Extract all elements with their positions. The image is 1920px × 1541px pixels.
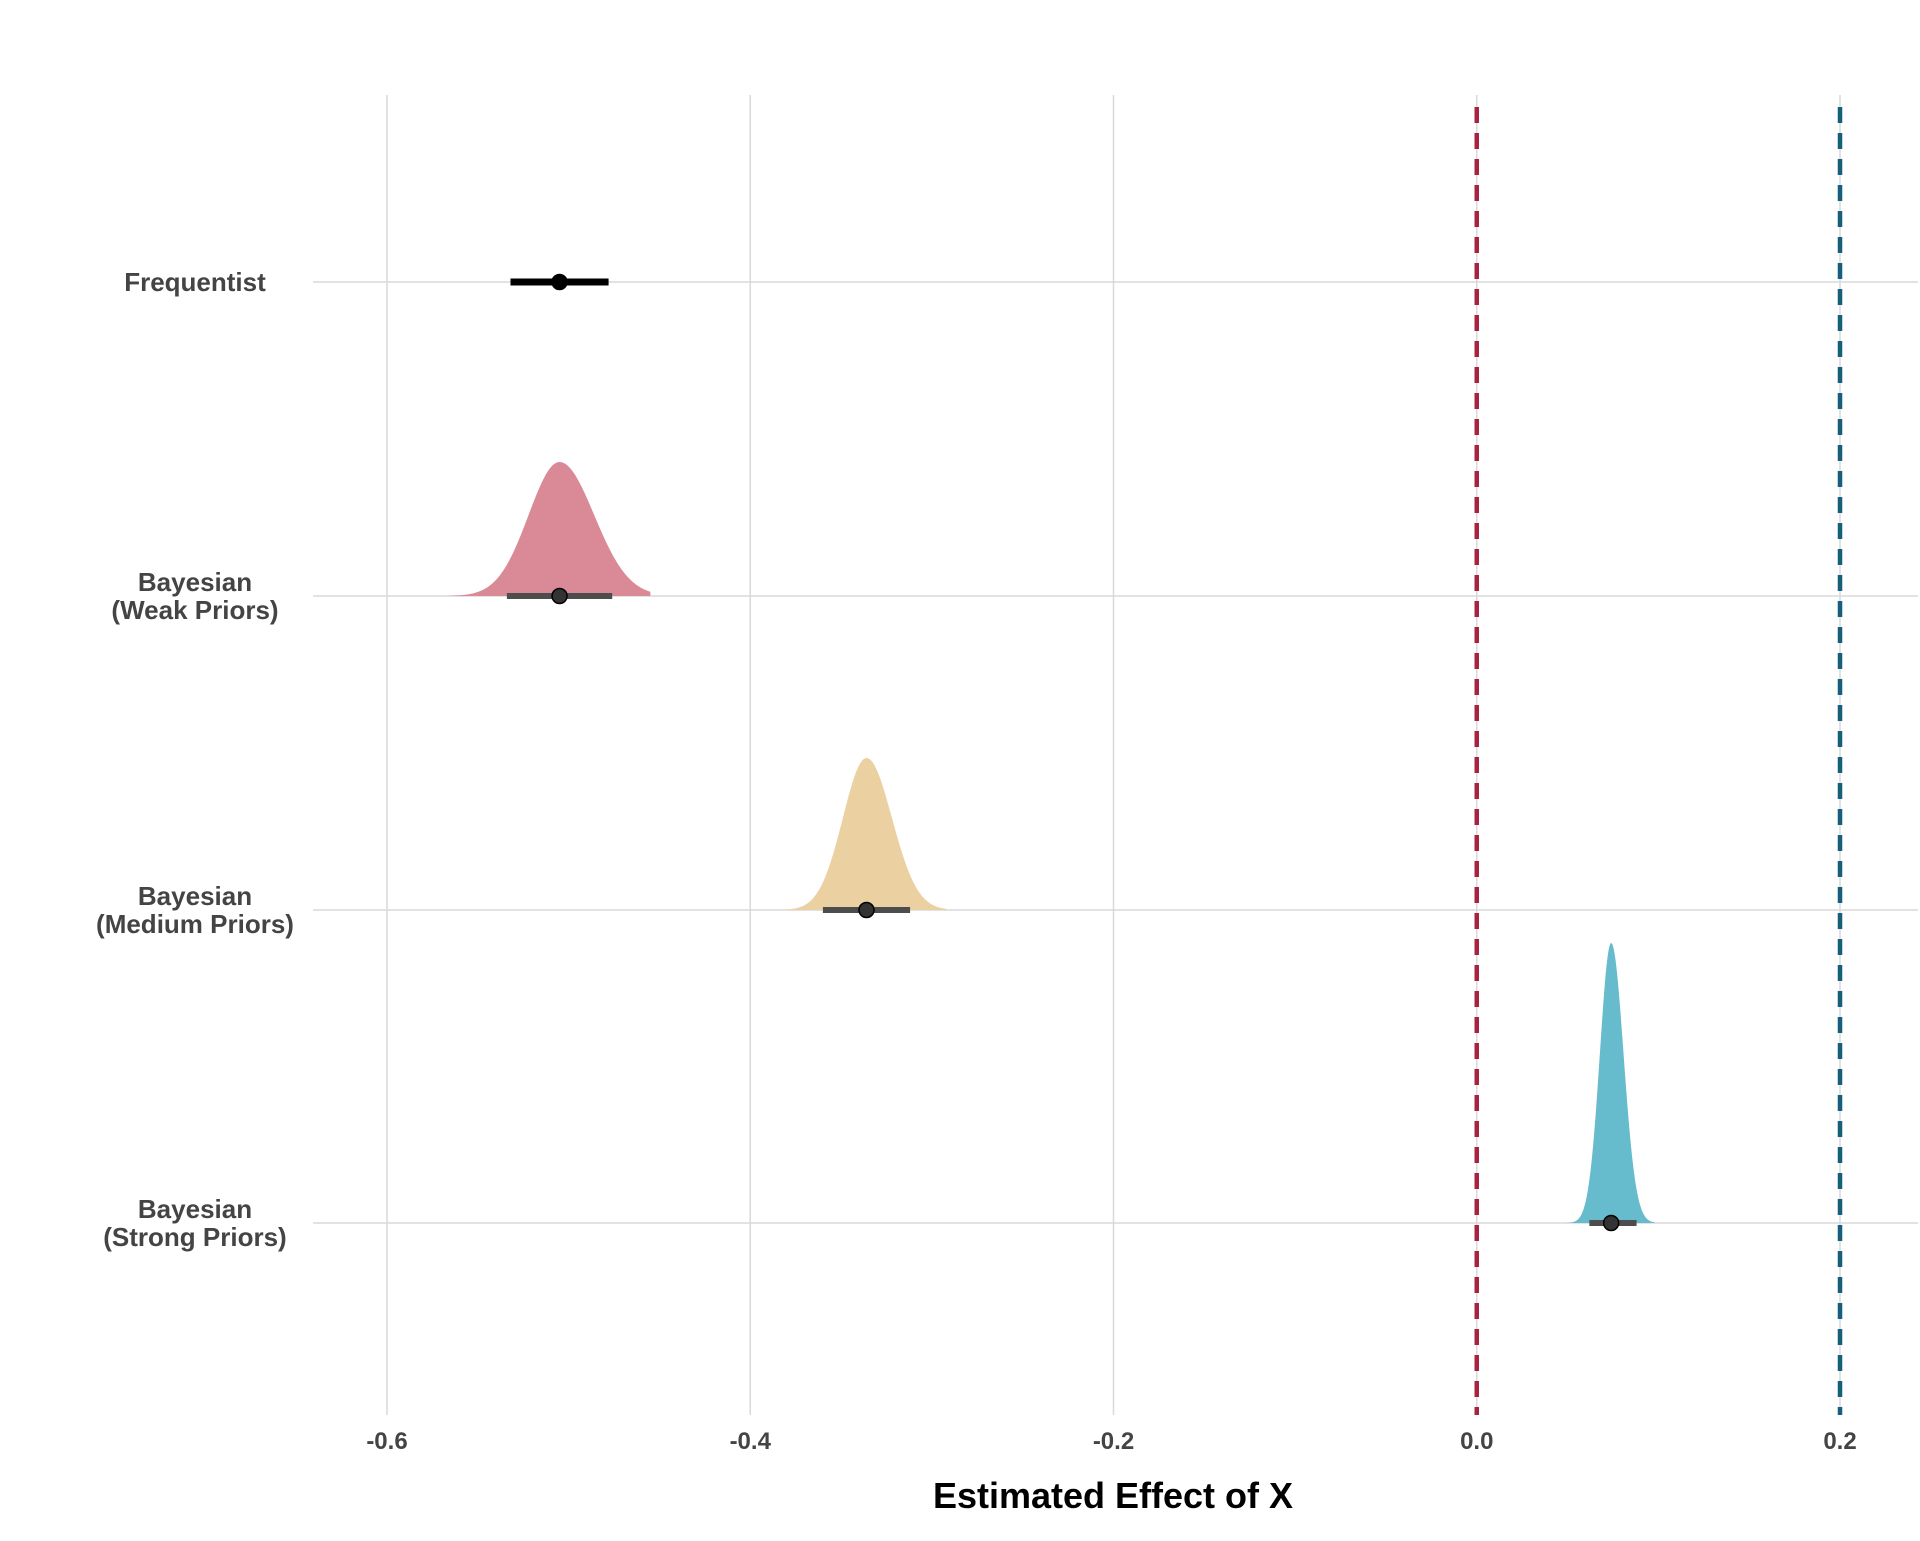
x-tick-label: -0.6 [366, 1428, 407, 1455]
reference-lines-layer [1474, 107, 1843, 1415]
y-axis-label: Bayesian [138, 1194, 252, 1224]
x-axis-title: Estimated Effect of X [933, 1475, 1293, 1516]
density-layer [448, 462, 1655, 1223]
grid-layer [313, 95, 1918, 1415]
y-axis-label: (Strong Priors) [103, 1222, 286, 1252]
x-tick-label: -0.2 [1093, 1428, 1134, 1455]
density-curve [1563, 943, 1655, 1223]
point-estimate [551, 273, 568, 291]
point-estimate [1602, 1214, 1620, 1232]
y-axis-label: Bayesian [138, 567, 252, 597]
density-curve [448, 462, 651, 596]
point-estimate [858, 901, 875, 919]
y-axis-label: (Medium Priors) [96, 909, 294, 939]
point-estimate [551, 587, 568, 605]
y-axis-label: Bayesian [138, 881, 252, 911]
x-tick-label: 0.2 [1823, 1428, 1856, 1455]
density-curve [782, 758, 947, 910]
y-axis-label: (Weak Priors) [111, 595, 278, 625]
y-axis-label: Frequentist [124, 267, 266, 297]
x-tick-label: -0.4 [730, 1428, 772, 1455]
x-tick-label: 0.0 [1460, 1428, 1493, 1455]
interval-layer [506, 273, 1637, 1232]
x-axis-ticks: -0.6 -0.4 -0.2 0.0 0.2 [366, 1428, 1856, 1455]
